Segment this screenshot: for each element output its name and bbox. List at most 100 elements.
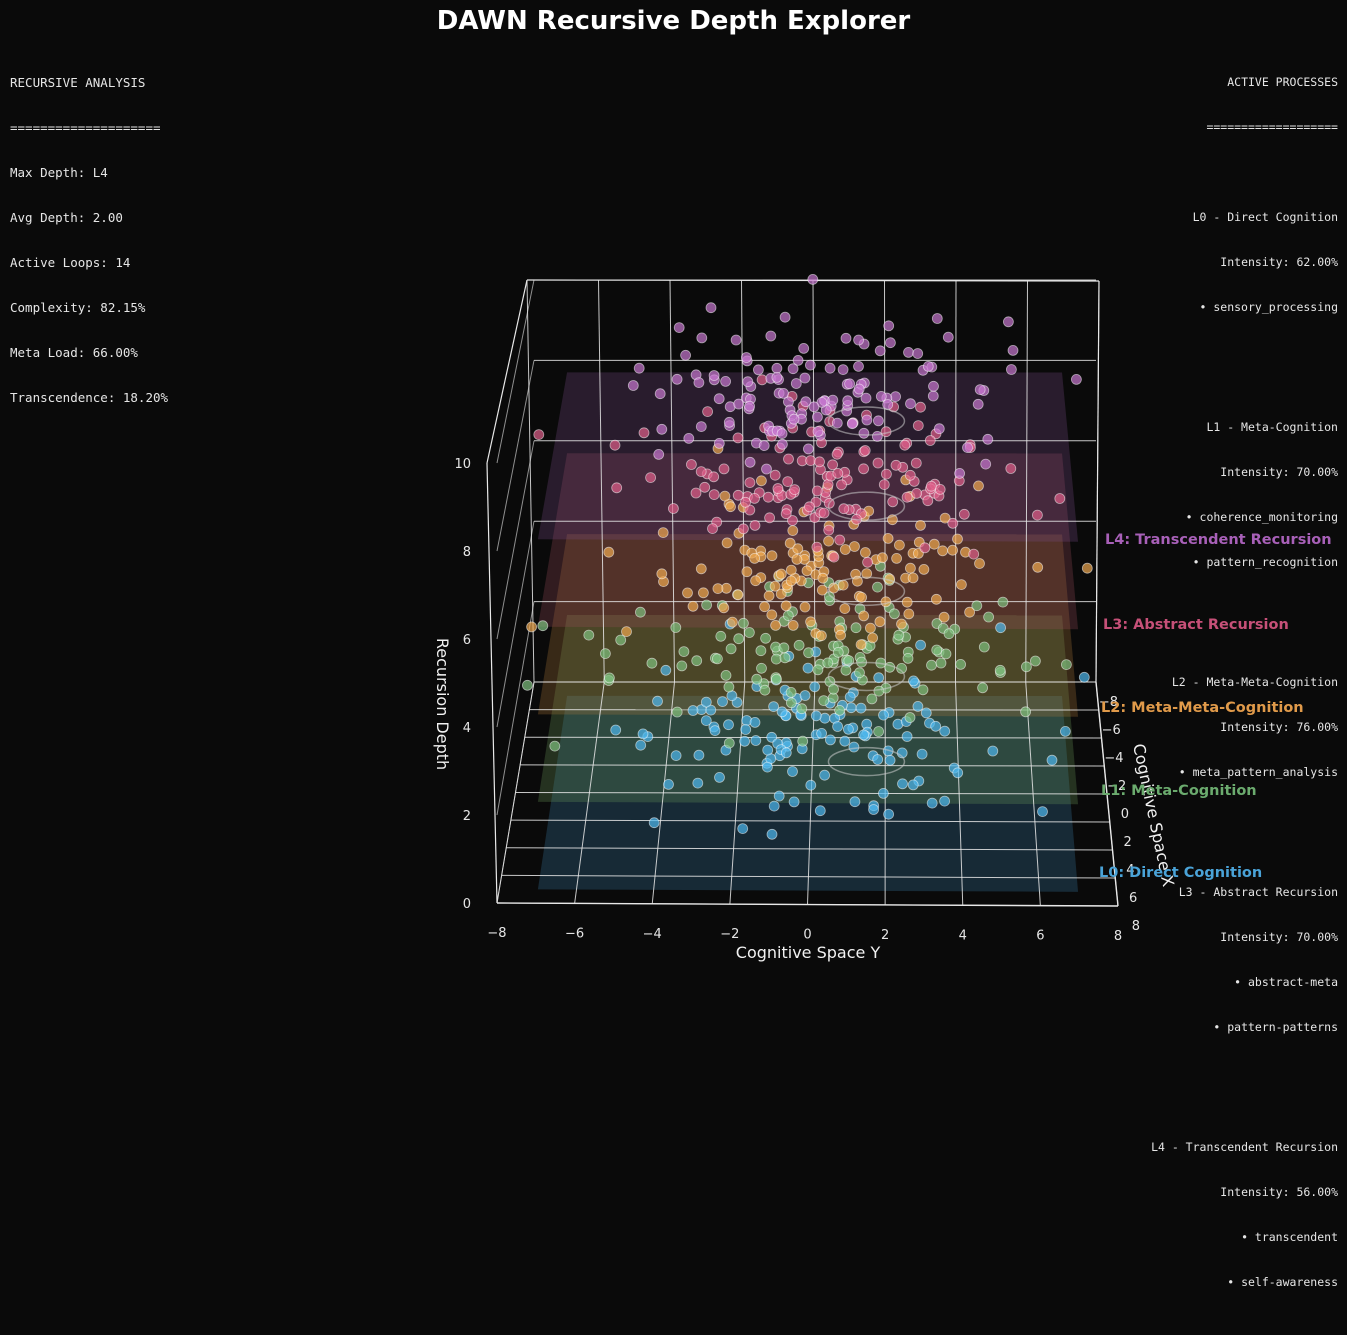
data-point	[940, 796, 950, 806]
data-point	[654, 449, 664, 459]
process-block-l1: L1 - Meta-Cognition Intensity: 70.00% • …	[1151, 390, 1338, 600]
data-point	[918, 685, 928, 695]
data-point	[917, 749, 927, 759]
data-point	[726, 644, 736, 654]
data-point	[772, 372, 782, 382]
data-point	[812, 412, 822, 422]
data-point	[616, 635, 626, 645]
data-point	[800, 691, 810, 701]
data-point	[724, 720, 734, 730]
data-point	[1061, 660, 1071, 670]
data-point	[943, 332, 953, 342]
data-point	[816, 631, 826, 641]
data-point	[734, 399, 744, 409]
x-tick-label: 4	[959, 928, 967, 943]
axis-edge	[487, 463, 497, 903]
data-point	[876, 391, 886, 401]
data-point	[923, 496, 933, 506]
data-point	[891, 392, 901, 402]
data-point	[770, 470, 780, 480]
data-point	[1047, 755, 1057, 765]
data-point	[888, 497, 898, 507]
process-block-l2: L2 - Meta-Meta-Cognition Intensity: 76.0…	[1151, 645, 1338, 810]
data-point	[712, 654, 722, 664]
data-point	[874, 673, 884, 683]
data-point	[856, 640, 866, 650]
data-point	[770, 581, 780, 591]
data-point	[843, 724, 853, 734]
data-point	[863, 557, 873, 567]
data-point	[913, 421, 923, 431]
data-point	[803, 663, 813, 673]
data-point	[836, 630, 846, 640]
data-point	[714, 438, 724, 448]
data-point	[860, 446, 870, 456]
data-point	[789, 797, 799, 807]
data-point	[912, 488, 922, 498]
data-point	[835, 705, 845, 715]
data-point	[771, 620, 781, 630]
data-point	[1060, 726, 1070, 736]
data-point	[777, 429, 787, 439]
data-point	[786, 687, 796, 697]
data-point	[913, 701, 923, 711]
data-point	[638, 729, 648, 739]
data-point	[884, 809, 894, 819]
data-point	[800, 373, 810, 383]
analysis-active-loops: Active Loops: 14	[10, 255, 168, 270]
data-point	[843, 396, 853, 406]
data-point	[894, 630, 904, 640]
data-point	[874, 686, 884, 696]
data-point	[792, 554, 802, 564]
data-point	[815, 457, 825, 467]
data-point	[938, 546, 948, 556]
data-point	[859, 464, 869, 474]
process-item: • coherence_monitoring	[1151, 510, 1338, 525]
data-point	[733, 433, 743, 443]
data-point	[919, 564, 929, 574]
data-point	[818, 573, 828, 583]
data-point	[783, 611, 793, 621]
data-point	[983, 434, 993, 444]
data-point	[902, 597, 912, 607]
data-point	[833, 722, 843, 732]
data-point	[812, 486, 822, 496]
data-point	[873, 458, 883, 468]
analysis-avg-depth: Avg Depth: 2.00	[10, 210, 168, 225]
data-point	[534, 430, 544, 440]
data-point	[679, 647, 689, 657]
data-point	[902, 732, 912, 742]
data-point	[671, 623, 681, 633]
data-point	[998, 597, 1008, 607]
z-tick-label: 8	[463, 545, 471, 560]
data-point	[683, 588, 693, 598]
data-point	[841, 665, 851, 675]
data-point	[1082, 563, 1092, 573]
data-point	[979, 642, 989, 652]
data-point	[784, 454, 794, 464]
data-point	[797, 704, 807, 714]
data-point	[686, 460, 696, 470]
data-point	[898, 779, 908, 789]
data-point	[741, 725, 751, 735]
data-point	[668, 504, 678, 514]
processes-rule: ===================	[1151, 120, 1338, 135]
process-block-l4: L4 - Transcendent Recursion Intensity: 5…	[1151, 1110, 1338, 1320]
data-point	[956, 659, 966, 669]
data-point	[932, 645, 942, 655]
data-point	[788, 620, 798, 630]
data-point	[965, 607, 975, 617]
process-block-l0: L0 - Direct Cognition Intensity: 62.00% …	[1151, 180, 1338, 345]
data-point	[879, 480, 889, 490]
data-point	[953, 534, 963, 544]
data-point	[929, 539, 939, 549]
data-point	[894, 540, 904, 550]
data-point	[774, 791, 784, 801]
process-title: L4 - Transcendent Recursion	[1151, 1140, 1338, 1155]
y-tick-label: 8	[1132, 919, 1140, 934]
analysis-rule: ====================	[10, 120, 168, 135]
data-point	[790, 485, 800, 495]
data-point	[869, 805, 879, 815]
data-point	[672, 707, 682, 717]
data-point	[753, 365, 763, 375]
